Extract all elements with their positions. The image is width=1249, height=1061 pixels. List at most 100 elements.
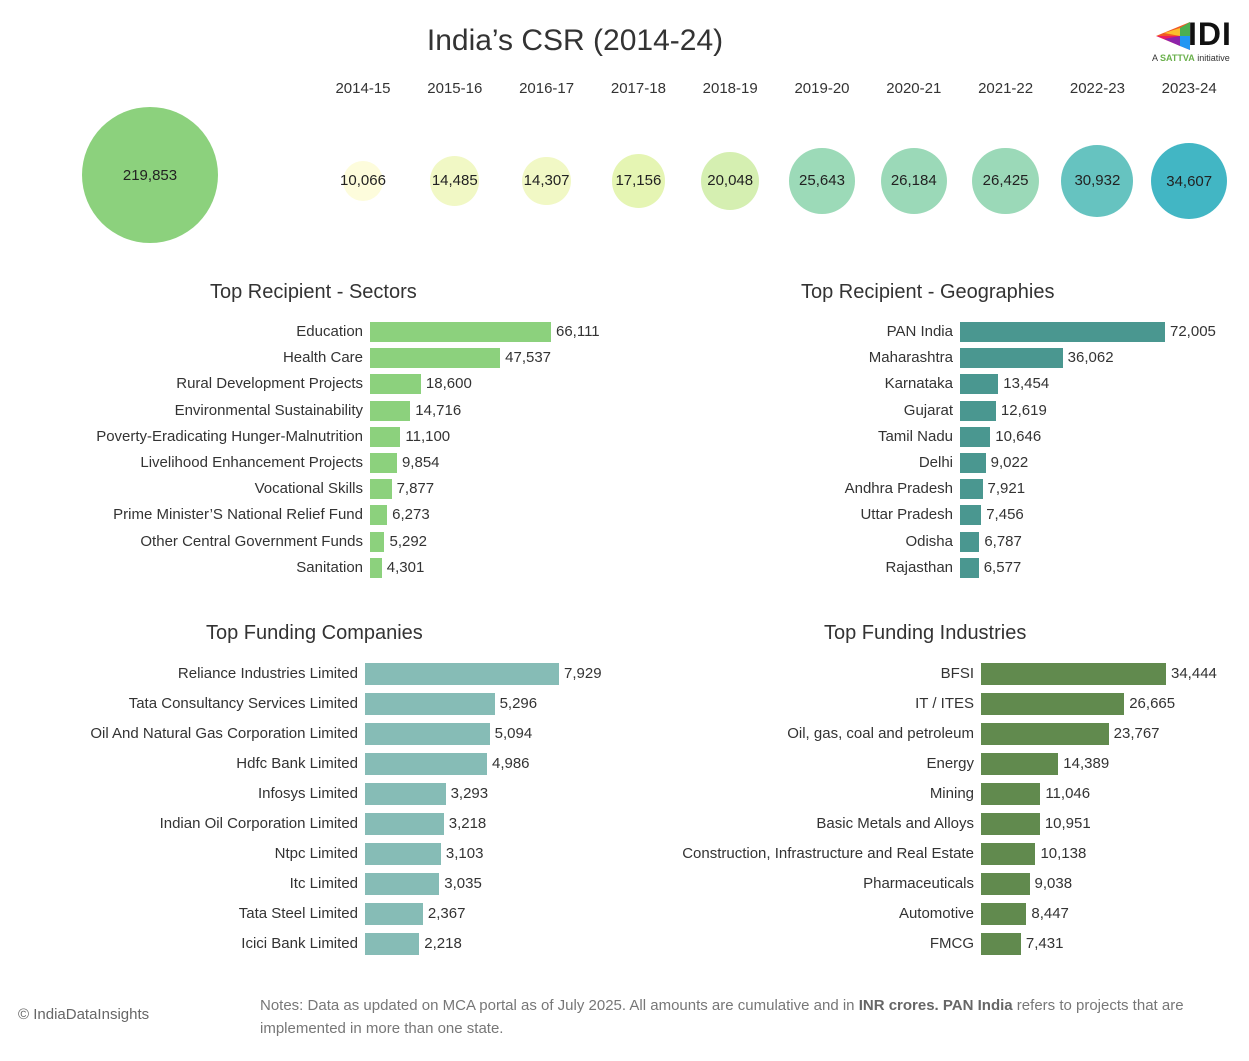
logo-text: IDI [1188,16,1232,52]
bar [365,693,495,715]
bar [960,557,979,578]
year-bubble: 25,643 [789,148,855,214]
bar-category-label: FMCG [929,935,974,952]
bar-value-label: 34,444 [1171,665,1217,682]
bar [960,453,986,473]
bar [365,933,420,955]
total-csr-value: 219,853 [122,166,178,184]
bar-value-label: 9,022 [990,454,1029,471]
bar-category-label: Oil, gas, coal and petroleum [787,725,974,742]
bar-category-label: Oil And Natural Gas Corporation Limited [90,725,358,742]
bar-value-label: 12,619 [1000,401,1047,419]
year-bubble: 10,066 [340,160,386,202]
bar-category-label: Tata Steel Limited [238,905,358,922]
bar-value-label: 6,273 [392,506,430,524]
bar [960,426,991,447]
year-bubble: 26,425 [972,147,1039,215]
bar-category-label: Itc Limited [289,875,358,892]
bar-category-label: PAN India [886,323,953,340]
chart-title: Top Recipient - Sectors [210,281,417,303]
bar [981,843,1036,865]
bar-category-label: Pharmaceuticals [863,875,974,892]
bar [370,453,397,473]
bar-category-label: Icici Bank Limited [241,935,358,952]
bar-value-label: 72,005 [1170,323,1216,340]
year-label: 2017-18 [610,80,666,97]
bar-category-label: Energy [926,755,974,772]
bar [370,479,392,500]
bar-category-label: Maharashtra [868,349,953,367]
bar [365,813,444,835]
bar [365,843,441,865]
bar [370,531,385,552]
bar [960,505,982,526]
year-label: 2023-24 [1161,80,1217,97]
year-label: 2015-16 [427,80,483,97]
bar-category-label: Sanitation [296,558,363,576]
year-label: 2021-22 [978,80,1034,97]
bar-value-label: 7,921 [987,480,1026,498]
bar [365,873,440,895]
bar [960,322,1165,342]
bar [370,557,382,578]
bar [365,903,423,925]
bar [960,348,1063,369]
bar-category-label: Ntpc Limited [274,845,358,862]
year-value: 10,066 [340,172,386,190]
bar [960,531,980,552]
year-bubble: 17,156 [611,154,666,208]
year-bubble: 34,607 [1151,143,1228,219]
bar-value-label: 3,218 [448,815,487,832]
bar [365,723,490,745]
bar-value-label: 5,296 [499,695,538,712]
bar [365,663,559,685]
bar-value-label: 2,218 [424,935,462,952]
year-label: 2022-23 [1069,80,1125,97]
bar [981,753,1059,775]
bar-value-label: 11,046 [1045,785,1091,802]
bar-category-label: Health Care [282,349,363,367]
year-label: 2018-19 [702,80,758,97]
bar-value-label: 10,646 [995,427,1042,445]
year-bubble: 20,048 [701,152,760,210]
bar [981,903,1027,925]
bar-value-label: 9,854 [401,454,440,471]
bar-category-label: Rural Development Projects [176,375,363,393]
bar [981,663,1166,685]
year-value: 26,184 [890,172,937,190]
bar-value-label: 6,787 [984,532,1022,550]
bar-value-label: 7,929 [564,665,602,682]
bar [370,426,401,447]
bar-category-label: Basic Metals and Alloys [816,815,974,832]
bar [960,400,996,421]
year-value: 14,307 [523,172,570,190]
bar-category-label: Rajasthan [885,558,953,576]
bar [370,400,411,421]
bar-category-label: Construction, Infrastructure and Real Es… [682,845,974,862]
bar-value-label: 7,431 [1025,935,1064,952]
bar-category-label: Education [296,323,363,340]
year-value: 30,932 [1074,172,1121,190]
chart-title: Top Recipient - Geographies [801,281,1055,303]
bar-value-label: 10,951 [1044,815,1091,832]
bar-category-label: Other Central Government Funds [140,532,363,550]
bar-category-label: Uttar Pradesh [860,506,953,524]
bar [370,505,388,526]
bar-value-label: 4,301 [386,558,425,576]
bar-value-label: 5,094 [494,725,533,742]
bar-value-label: 8,447 [1031,905,1069,922]
bar [365,753,487,775]
bar-category-label: Andhra Pradesh [844,480,953,498]
bar-category-label: Indian Oil Corporation Limited [159,815,358,832]
bar-category-label: Delhi [918,454,953,471]
bar [981,813,1040,835]
year-label: 2014-15 [335,80,391,97]
bar [370,374,421,395]
bar-value-label: 23,767 [1113,725,1160,742]
bar-category-label: Environmental Sustainability [174,401,363,419]
bar-category-label: Livelihood Enhancement Projects [140,454,363,471]
year-label: 2016-17 [519,80,575,97]
year-bubble: 14,307 [522,156,572,206]
year-bubble: 14,485 [430,156,480,206]
year-value: 14,485 [431,172,478,190]
